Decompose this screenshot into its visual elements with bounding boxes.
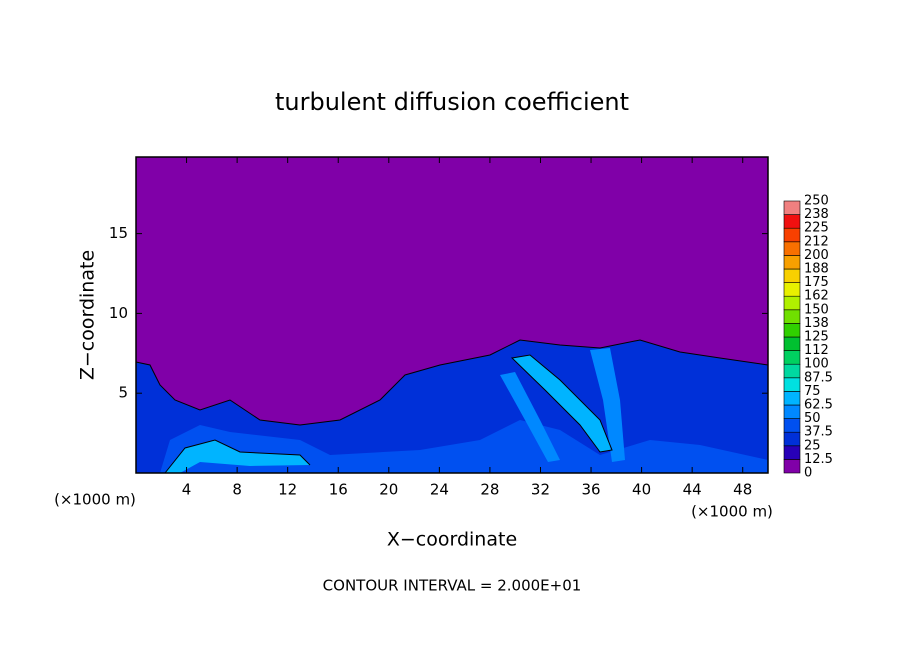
colorbar-label: 188 — [804, 262, 829, 277]
y-units: (×1000 m) — [54, 491, 136, 509]
colorbar-label: 175 — [804, 275, 829, 290]
colorbar-box — [783, 309, 801, 324]
colorbar-box — [783, 459, 801, 474]
colorbar-box — [783, 363, 801, 379]
colorbar-box — [783, 445, 801, 460]
colorbar-box — [783, 241, 801, 256]
x-tick-label: 4 — [182, 481, 192, 499]
y-axis-label: Z−coordinate — [77, 250, 99, 380]
colorbar-box — [783, 227, 801, 243]
colorbar-label: 238 — [804, 207, 829, 222]
x-tick-label: 40 — [632, 481, 651, 499]
y-tick-label: 10 — [109, 304, 128, 322]
colorbar-label: 225 — [804, 221, 829, 236]
colorbar-label: 150 — [804, 302, 829, 317]
colorbar-box — [783, 431, 801, 447]
x-tick-label: 20 — [379, 481, 398, 499]
colorbar-box — [783, 255, 801, 270]
x-tick-label: 48 — [733, 481, 752, 499]
colorbar-label: 250 — [804, 194, 829, 209]
colorbar-label: 37.5 — [804, 425, 833, 440]
colorbar-box — [783, 404, 801, 419]
colorbar-box — [783, 350, 801, 365]
x-tick-label: 12 — [278, 481, 297, 499]
x-tick-label: 28 — [480, 481, 499, 499]
colorbar-box — [783, 282, 801, 297]
x-axis-label: X−coordinate — [387, 529, 517, 551]
colorbar-label: 25 — [804, 438, 821, 453]
colorbar-label: 12.5 — [804, 452, 833, 467]
colorbar-box — [783, 377, 801, 392]
y-tick-label: 5 — [118, 384, 128, 402]
colorbar-label: 87.5 — [804, 370, 833, 385]
colorbar-label: 100 — [804, 357, 829, 372]
colorbar-box — [783, 268, 801, 283]
colorbar-label: 138 — [804, 316, 829, 331]
chart-title: turbulent diffusion coefficient — [275, 88, 629, 116]
colorbar-box — [783, 391, 801, 406]
colorbar-label: 212 — [804, 234, 829, 249]
field-region — [590, 348, 625, 462]
contour-line — [164, 354, 613, 474]
colorbar-label: 0 — [804, 466, 812, 481]
x-tick-label: 44 — [683, 481, 702, 499]
colorbar-label: 200 — [804, 248, 829, 263]
colorbar-box — [783, 323, 801, 338]
colorbar-label: 112 — [804, 343, 829, 358]
x-tick-label: 32 — [531, 481, 550, 499]
field-region — [165, 440, 310, 473]
colorbar-label: 75 — [804, 384, 821, 399]
plot-frame — [135, 156, 769, 474]
field — [135, 339, 769, 474]
x-tick-label: 16 — [329, 481, 348, 499]
contour-line — [135, 339, 769, 426]
colorbar-box — [783, 200, 801, 215]
x-tick-label: 24 — [430, 481, 449, 499]
colorbar-box — [783, 418, 801, 433]
colorbar-label: 50 — [804, 411, 821, 426]
field-region — [512, 355, 612, 452]
colorbar-box — [783, 214, 801, 229]
colorbar-label: 125 — [804, 330, 829, 345]
field-region — [500, 372, 560, 462]
x-units: (×1000 m) — [691, 503, 773, 521]
x-tick-label: 36 — [581, 481, 600, 499]
colorbar-label: 62.5 — [804, 398, 833, 413]
contour-interval: CONTOUR INTERVAL = 2.000E+01 — [323, 577, 582, 595]
y-tick-label: 15 — [109, 224, 128, 242]
colorbar-label: 162 — [804, 289, 829, 304]
colorbar-box — [783, 295, 801, 311]
x-tick-label: 8 — [232, 481, 242, 499]
colorbar-box — [783, 336, 801, 351]
